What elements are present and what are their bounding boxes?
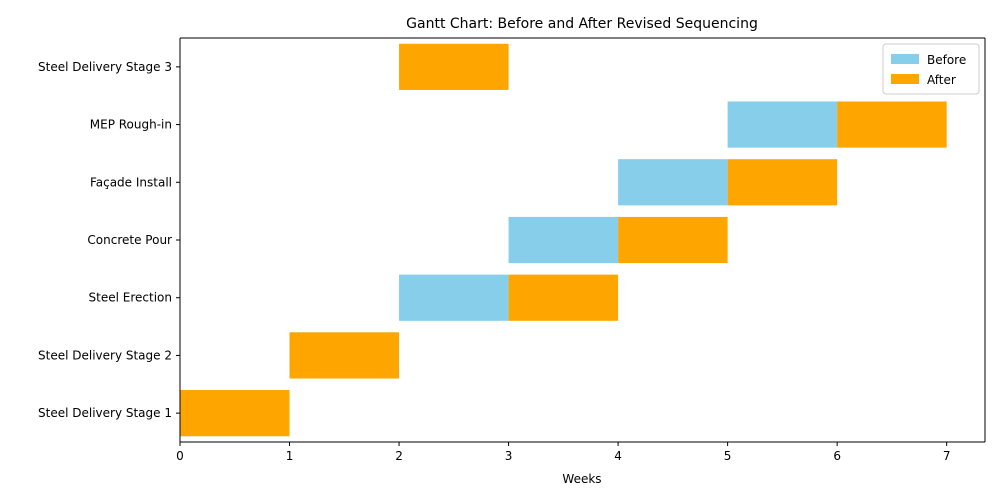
y-ticks: Steel Delivery Stage 1 Steel Delivery Sta… (38, 60, 180, 420)
legend: Before After (882, 43, 980, 95)
y-tick-label-steel-delivery-stage-1: Steel Delivery Stage 1 (38, 406, 172, 420)
bar-after-concrete-pour (618, 216, 728, 264)
legend-swatch-before (891, 54, 919, 64)
bar-before-mep-rough-in (727, 101, 838, 148)
y-tick-label-facade-install: Façade Install (90, 175, 172, 189)
bar-after-mep-rough-in (837, 101, 947, 148)
bar-after-steel-delivery-stage-1 (180, 390, 290, 437)
y-tick-label-steel-erection: Steel Erection (89, 291, 172, 305)
legend-label-before: Before (927, 53, 966, 67)
bar-after-steel-erection (508, 274, 619, 321)
y-tick-label-steel-delivery-stage-3: Steel Delivery Stage 3 (38, 60, 172, 74)
y-tick-label-steel-delivery-stage-2: Steel Delivery Stage 2 (38, 348, 172, 362)
x-tick-label: 6 (833, 449, 841, 463)
x-tick-label: 0 (176, 449, 184, 463)
x-tick-label: 4 (614, 449, 622, 463)
x-tick-label: 1 (286, 449, 294, 463)
chart-title: Gantt Chart: Before and After Revised Se… (406, 16, 758, 32)
x-axis-title: Weeks (562, 472, 601, 486)
y-tick-label-mep-rough-in: MEP Rough-in (90, 118, 172, 132)
x-tick-label: 2 (395, 449, 403, 463)
y-tick-label-concrete-pour: Concrete Pour (87, 233, 172, 247)
x-tick-label: 5 (724, 449, 732, 463)
legend-label-after: After (927, 73, 956, 87)
bar-before-facade-install (618, 159, 728, 206)
legend-swatch-after (891, 74, 919, 84)
bar-after-steel-delivery-stage-3 (399, 43, 509, 90)
x-tick-label: 7 (943, 449, 951, 463)
bar-before-steel-erection (399, 274, 509, 321)
bars-layer (180, 43, 947, 437)
x-tick-label: 3 (505, 449, 513, 463)
x-ticks: 0 1 2 3 4 5 6 7 (176, 442, 950, 463)
bar-before-concrete-pour (508, 216, 619, 264)
bar-after-facade-install (727, 159, 838, 206)
bar-after-steel-delivery-stage-2 (289, 332, 400, 379)
